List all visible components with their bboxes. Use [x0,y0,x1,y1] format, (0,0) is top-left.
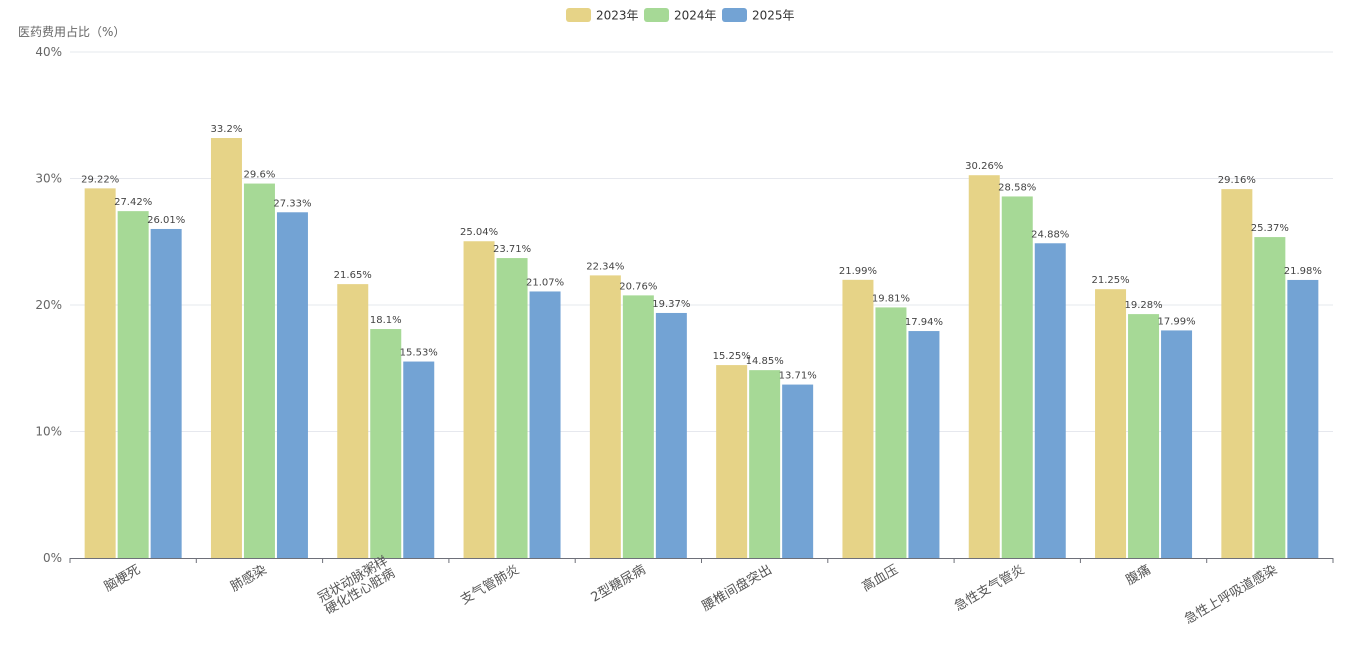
data-label: 21.07% [526,277,564,288]
bar-2025年-8[interactable] [1161,330,1193,558]
data-label: 21.65% [334,270,372,281]
bar-2023年-4[interactable] [589,275,621,558]
legend-item-2023年[interactable]: 2023年 [566,8,639,23]
bar-2025年-2[interactable] [403,361,435,558]
data-label: 29.16% [1218,175,1256,186]
bar-2023年-5[interactable] [716,365,748,558]
data-label: 15.53% [400,348,438,359]
x-axis [69,558,1334,563]
data-label: 19.81% [872,293,910,304]
chart-legend[interactable]: 2023年 2024年 2025年 [566,8,795,23]
data-label: 19.37% [652,299,690,310]
legend-swatch [644,8,669,22]
bar-2024年-0[interactable] [117,211,149,558]
y-tick-label: 40% [35,45,62,59]
data-label: 26.01% [147,215,185,226]
data-label: 17.99% [1157,316,1195,327]
data-label: 23.71% [493,244,531,255]
bar-2024年-4[interactable] [622,295,654,558]
bar-2023年-0[interactable] [84,188,116,558]
bar-2024年-7[interactable] [1001,196,1033,558]
x-tick-label: 脑梗死 [102,562,143,594]
data-label: 13.71% [779,371,817,382]
y-tick-label: 10% [35,425,62,439]
legend-swatch [722,8,747,22]
bar-2025年-0[interactable] [150,228,182,558]
data-label: 33.2% [211,124,243,135]
legend-label: 2024年 [674,9,717,23]
y-tick-label: 30% [35,172,62,186]
data-label: 17.94% [905,317,943,328]
bar-2023年-8[interactable] [1095,289,1127,558]
x-tick-label: 支气管肺炎 [458,562,522,608]
data-labels: 29.22% 33.2% 21.65% 25.04% 22.34% 15.25% 21.99… [81,124,1322,382]
bar-2025年-7[interactable] [1034,243,1066,558]
data-label: 20.76% [619,281,657,292]
bar-2024年-9[interactable] [1254,237,1286,558]
bar-2025年-1[interactable] [276,212,308,558]
bar-2023年-7[interactable] [968,175,1000,558]
legend-label: 2025年 [752,9,795,23]
x-tick-label: 冠状动脉粥样硬化性心脏病 [315,553,398,618]
x-tick-label: 肺感染 [228,562,270,595]
data-label: 21.25% [1091,275,1129,286]
bar-2023年-2[interactable] [337,284,369,558]
data-label: 21.99% [839,266,877,277]
x-tick-label: 2型糖尿病 [588,562,648,606]
data-label: 27.42% [114,197,152,208]
bar-2023年-9[interactable] [1221,189,1253,558]
bar-2024年-5[interactable] [749,370,781,558]
bar-2024年-6[interactable] [875,307,907,558]
data-label: 27.33% [273,198,311,209]
bar-2024年-1[interactable] [243,183,275,558]
x-axis-ticks: 脑梗死 肺感染 冠状动脉粥样硬化性心脏病 支气管肺炎 2型糖尿病 腰椎间盘突出 高血压 急性支… [102,553,1280,628]
data-label: 21.98% [1284,266,1322,277]
data-label: 29.22% [81,174,119,185]
data-label: 30.26% [965,161,1003,172]
bar-2025年-9[interactable] [1287,279,1319,558]
data-label: 28.58% [998,182,1036,193]
bar-2025年-4[interactable] [655,312,687,558]
y-tick-label: 20% [35,298,62,312]
bar-2025年-3[interactable] [529,291,561,558]
data-label: 15.25% [713,351,751,362]
data-label: 24.88% [1031,229,1069,240]
legend-item-2025年[interactable]: 2025年 [722,8,795,23]
bar-2023年-3[interactable] [463,241,495,558]
legend-label: 2023年 [596,9,639,23]
data-label: 25.04% [460,227,498,238]
bar-2025年-5[interactable] [782,384,814,558]
bar-2024年-2[interactable] [370,329,402,558]
y-axis-ticks: 0% 10% 20% 30% 40% [35,45,62,565]
x-tick-label: 腰椎间盘突出 [699,562,775,615]
data-label: 25.37% [1251,223,1289,234]
x-tick-label: 急性支气管炎 [952,562,1028,615]
bar-2023年-6[interactable] [842,279,874,558]
x-tick-label: 腹痛 [1123,562,1154,589]
y-tick-label: 0% [43,551,62,565]
bars [84,138,1319,558]
data-label: 29.6% [244,170,276,181]
bar-2024年-8[interactable] [1128,314,1160,558]
x-tick-label: 急性上呼吸道感染 [1182,562,1280,628]
data-label: 18.1% [370,315,402,326]
legend-swatch [566,8,591,22]
data-label: 22.34% [586,261,624,272]
data-label: 19.28% [1124,300,1162,311]
legend-item-2024年[interactable]: 2024年 [644,8,717,23]
y-axis-label: 医药费用占比（%） [18,24,125,39]
bar-2025年-6[interactable] [908,331,940,558]
x-tick-label: 高血压 [859,562,901,595]
data-label: 14.85% [746,356,784,367]
bar-2024年-3[interactable] [496,258,528,558]
bar-2023年-1[interactable] [210,138,242,558]
